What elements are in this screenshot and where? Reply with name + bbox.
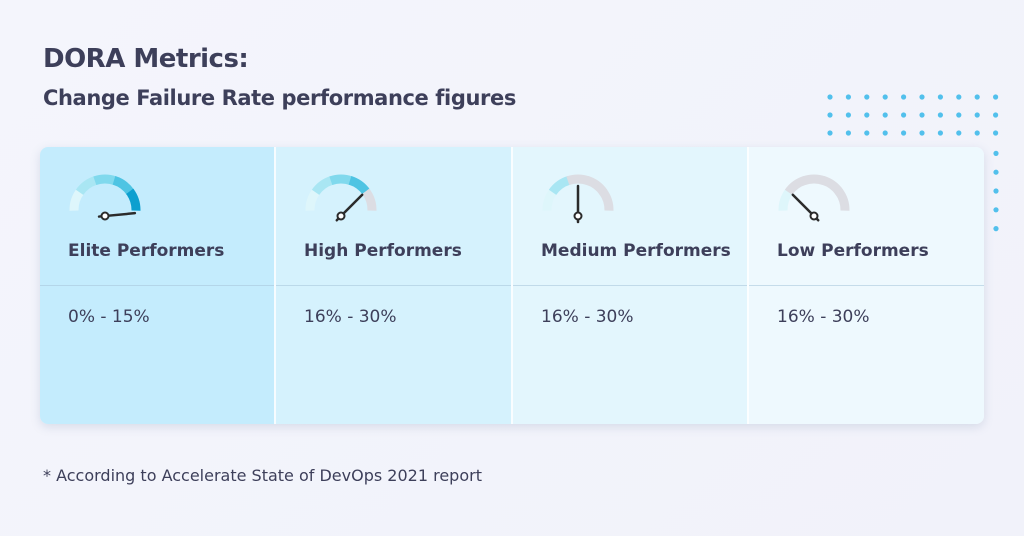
decorative-dot — [993, 169, 999, 175]
performer-label: Medium Performers — [541, 241, 731, 261]
gauge-pivot — [336, 211, 346, 221]
decorative-dot — [864, 94, 870, 100]
decorative-dot — [901, 130, 907, 136]
decorative-dot — [993, 94, 999, 100]
gauge-segment — [361, 188, 377, 211]
gauge-segment — [311, 176, 334, 196]
decorative-dot — [901, 94, 907, 100]
performer-value: 0% - 15% — [68, 307, 150, 327]
decorative-dot — [827, 94, 833, 100]
decorative-dot — [882, 94, 888, 100]
gauge-segment — [585, 176, 608, 196]
gauge-icon — [542, 174, 614, 224]
gauge-segment — [802, 174, 826, 186]
decorative-dot — [993, 112, 999, 118]
column-elite: Elite Performers 0% - 15% — [40, 147, 276, 424]
gauge-pivot — [100, 211, 110, 221]
gauge-segment — [598, 188, 614, 211]
decorative-dot — [864, 112, 870, 118]
decorative-dot — [845, 112, 852, 118]
gauge-segment — [125, 188, 141, 211]
decorative-dot — [937, 112, 944, 118]
decorative-dot — [956, 130, 962, 136]
gauge-segment — [93, 174, 117, 186]
decorative-dot — [882, 130, 888, 136]
gauge-segment — [69, 188, 85, 211]
decorative-dot — [919, 112, 925, 118]
decorative-dot — [974, 112, 980, 118]
gauge-segment — [112, 176, 135, 196]
metrics-table: Elite Performers 0% - 15% High Performer… — [40, 147, 984, 424]
decorative-dot — [845, 94, 852, 100]
gauge-segment — [329, 174, 353, 186]
gauge-segment — [834, 188, 850, 211]
decorative-dot — [956, 94, 962, 100]
decorative-dot — [993, 130, 999, 136]
decorative-dot — [937, 130, 944, 136]
gauge-segment — [784, 176, 807, 196]
decorative-dot — [919, 94, 925, 100]
decorative-dot — [901, 112, 907, 118]
performer-value: 16% - 30% — [304, 307, 397, 327]
decorative-dot-grid — [827, 94, 999, 232]
decorative-dot — [974, 130, 980, 136]
decorative-dot — [956, 112, 962, 118]
performer-value: 16% - 30% — [541, 307, 634, 327]
page-subtitle: Change Failure Rate performance figures — [43, 86, 516, 110]
gauge-icon — [305, 174, 377, 222]
decorative-dot — [845, 130, 852, 136]
performer-label: Low Performers — [777, 241, 929, 261]
decorative-dot — [919, 130, 925, 136]
gauge-segment — [542, 188, 558, 211]
gauge-segment — [566, 174, 590, 186]
column-high: High Performers 16% - 30% — [276, 147, 513, 424]
decorative-dot — [993, 188, 999, 194]
footnote: * According to Accelerate State of DevOp… — [43, 466, 482, 485]
gauge-pivot — [573, 211, 583, 221]
decorative-dot — [827, 112, 833, 118]
decorative-dot — [864, 130, 870, 136]
decorative-dot — [882, 112, 888, 118]
gauge-icon — [69, 174, 141, 221]
column-low: Low Performers 16% - 30% — [749, 147, 984, 424]
decorative-dot — [993, 226, 999, 232]
gauge-segment — [778, 188, 794, 211]
gauge-segment — [75, 176, 98, 196]
column-medium: Medium Performers 16% - 30% — [513, 147, 749, 424]
page-title: DORA Metrics: — [43, 44, 249, 74]
gauge-segment — [548, 176, 571, 196]
decorative-dot — [974, 94, 980, 100]
performer-label: Elite Performers — [68, 241, 225, 261]
performer-label: High Performers — [304, 241, 462, 261]
gauge-pivot — [809, 211, 819, 221]
decorative-dot — [993, 150, 999, 156]
gauge-segment — [305, 188, 321, 211]
decorative-dot — [827, 130, 833, 136]
performer-value: 16% - 30% — [777, 307, 870, 327]
gauge-segment — [821, 176, 844, 196]
gauge-segment — [348, 176, 371, 196]
decorative-dot — [993, 207, 999, 213]
gauge-icon — [778, 174, 850, 222]
decorative-dot — [937, 94, 944, 100]
